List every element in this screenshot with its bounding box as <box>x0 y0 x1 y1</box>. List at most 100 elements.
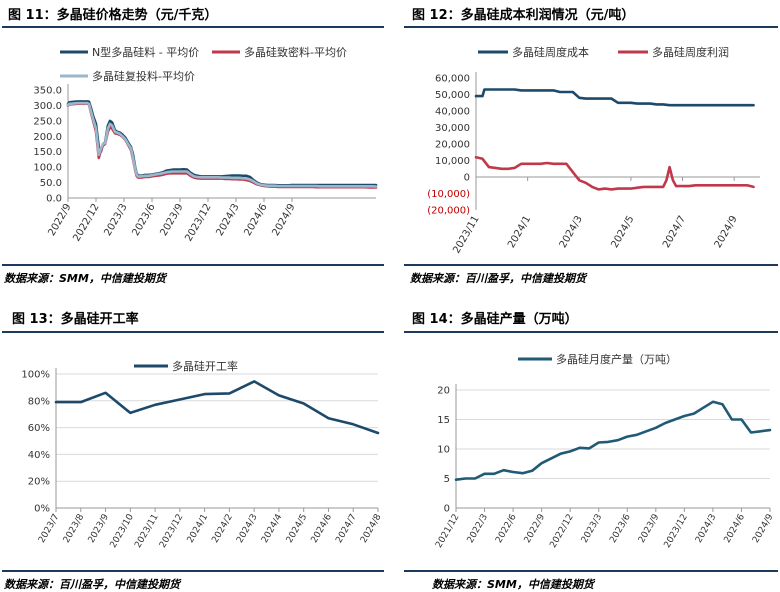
x-tick-label: 2023/9 <box>158 202 185 238</box>
y-tick-label: 50,000 <box>435 90 470 101</box>
divider <box>404 26 778 28</box>
x-tick-label: 2023/12 <box>158 513 185 550</box>
y-tick-label: 0% <box>34 504 50 515</box>
divider <box>2 264 384 266</box>
series-line-1 <box>66 102 378 189</box>
x-tick-label: 2022/3 <box>466 513 490 545</box>
series-line-0 <box>474 88 755 107</box>
x-tick-label: 2024/9 <box>751 512 776 545</box>
x-tick-label: 2022/12 <box>548 513 575 550</box>
y-tick-label: 40,000 <box>435 107 470 118</box>
x-tick-label: 2024/3 <box>214 202 241 238</box>
y-tick-label: 50.0 <box>40 178 62 189</box>
source-note: 数据来源：SMM，中信建投期货 <box>432 578 594 591</box>
x-tick-label: 2024/6 <box>723 512 748 545</box>
panel-title: 图 12：多晶硅成本利润情况（元/吨） <box>412 8 635 23</box>
y-tick-label: 20% <box>28 477 50 488</box>
panel-title: 图 11：多晶硅价格走势（元/千克） <box>8 8 218 23</box>
y-tick-label: 5 <box>444 474 450 485</box>
divider <box>2 331 384 333</box>
y-tick-label: 20,000 <box>435 140 470 151</box>
legend-label: N型多晶硅料 - 平均价 <box>92 45 199 59</box>
legend-label: 多晶硅复投料-平均价 <box>92 69 195 83</box>
x-tick-label: 2023/12 <box>183 202 213 243</box>
x-tick-label: 2023/7 <box>37 513 61 545</box>
x-tick-label: 2024/1 <box>506 214 533 250</box>
x-tick-label: 2023/3 <box>580 513 604 545</box>
source-note: 数据来源：百川盈孚，中信建投期货 <box>410 272 586 285</box>
x-tick-label: 2024/8 <box>359 512 384 545</box>
y-tick-label: 100.0 <box>33 163 62 174</box>
x-tick-label: 2023/10 <box>109 512 136 550</box>
divider <box>404 570 778 572</box>
legend-label: 多晶硅周度利润 <box>652 45 729 59</box>
output-chart: 0 5 10 15 20 2021/12 2022/3 2022/6 2022/9 2022/12… <box>434 352 776 550</box>
x-tick-label: 2023/12 <box>663 513 690 550</box>
y-tick-label: 150.0 <box>33 147 62 158</box>
divider <box>404 331 778 333</box>
series-line-0 <box>454 400 772 481</box>
x-tick-label: 2022/12 <box>71 202 101 243</box>
price-chart: 0.0 50.0 100.0 150.0 200.0 250.0 300.0 350.0 202… <box>33 45 378 243</box>
x-tick-label: 2023/11 <box>133 513 160 550</box>
x-tick-label: 2024/9 <box>270 202 297 238</box>
series-line-0 <box>54 380 380 435</box>
y-tick-label: 10 <box>437 445 450 456</box>
x-tick-label: 2024/6 <box>310 512 335 545</box>
y-tick-label: 10,000 <box>435 156 470 167</box>
x-tick-label: 2024/3 <box>694 513 718 545</box>
y-tick-label: 250.0 <box>33 116 62 127</box>
source-note: 数据来源：百川盈孚，中信建投期货 <box>4 578 180 591</box>
x-tick-label: 2024/7 <box>661 214 688 250</box>
x-tick-label: 2021/12 <box>434 513 461 550</box>
x-tick-label: 2024/3 <box>558 214 585 250</box>
series-line-1 <box>474 155 755 191</box>
y-tick-label: 100% <box>21 370 50 381</box>
y-tick-label: (20,000) <box>427 206 470 217</box>
panel-title: 图 13：多晶硅开工率 <box>12 312 139 327</box>
x-tick-label: 2023/11 <box>451 214 481 255</box>
y-tick-label: (10,000) <box>427 189 470 200</box>
x-tick-label: 2024/2 <box>210 513 234 545</box>
y-tick-label: 40% <box>28 450 50 461</box>
utilization-chart: 0%20%40%60%80%100%2023/7 2023/8 2023/92023… <box>21 359 384 550</box>
x-tick-label: 2024/9 <box>713 214 740 250</box>
series-line-2 <box>66 101 378 188</box>
y-tick-label: 60% <box>28 423 50 434</box>
divider <box>2 570 384 572</box>
x-tick-label: 2023/9 <box>87 512 112 545</box>
y-tick-label: 20 <box>437 386 450 397</box>
y-tick-label: 0 <box>464 173 470 184</box>
x-tick-label: 2024/6 <box>242 202 269 238</box>
x-tick-label: 2022/6 <box>494 512 519 545</box>
y-tick-label: 350.0 <box>33 86 62 97</box>
x-tick-label: 2024/1 <box>186 513 210 545</box>
x-tick-label: 2024/5 <box>609 214 636 250</box>
y-tick-label: 0 <box>444 504 450 515</box>
x-tick-label: 2024/5 <box>285 513 309 545</box>
x-tick-label: 2024/4 <box>260 512 285 545</box>
x-tick-label: 2023/6 <box>130 202 157 238</box>
x-tick-label: 2023/3 <box>102 202 129 238</box>
legend-label: 多晶硅开工率 <box>172 359 238 373</box>
legend-label: 多晶硅致密料-平均价 <box>244 45 347 59</box>
y-tick-label: 200.0 <box>33 132 62 143</box>
y-tick-label: 30,000 <box>435 123 470 134</box>
x-tick-label: 2023/6 <box>608 512 633 545</box>
divider <box>2 26 384 28</box>
y-tick-label: 15 <box>437 415 450 426</box>
y-tick-label: 0.0 <box>46 194 62 205</box>
x-tick-label: 2023/8 <box>62 512 87 545</box>
legend-label: 多晶硅周度成本 <box>512 45 589 59</box>
x-tick-label: 2024/7 <box>334 513 358 545</box>
y-tick-label: 300.0 <box>33 101 62 112</box>
x-tick-label: 2022/9 <box>46 202 73 238</box>
cost-profit-chart: (20,000) (10,000) 0 10,000 20,000 30,000 40,00… <box>427 45 760 255</box>
divider <box>404 264 778 266</box>
series-line-0 <box>66 100 378 187</box>
x-tick-label: 2024/3 <box>235 513 259 545</box>
legend-label: 多晶硅月度产量（万吨） <box>556 352 677 366</box>
panel-title: 图 14：多晶硅产量（万吨） <box>412 312 578 327</box>
y-tick-label: 60,000 <box>435 74 470 85</box>
x-tick-label: 2022/9 <box>523 512 548 545</box>
